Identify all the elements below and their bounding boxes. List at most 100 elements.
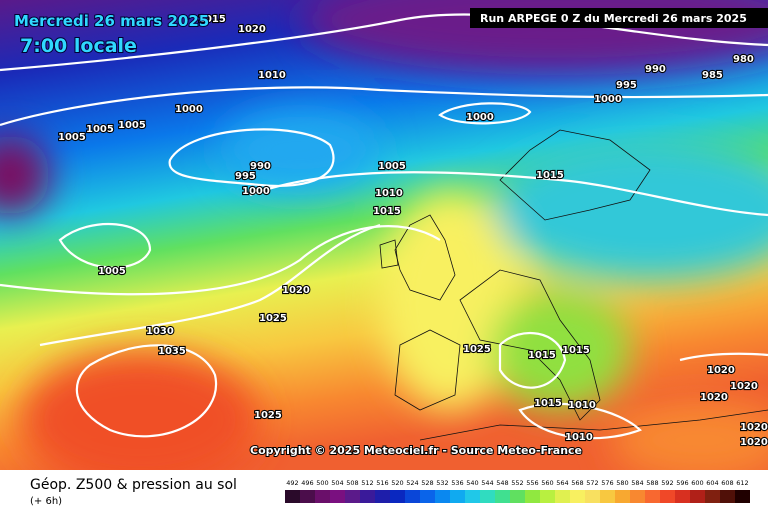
- isobar-label: 1005: [118, 120, 146, 131]
- scale-label: 552: [511, 479, 523, 487]
- scale-label: 604: [706, 479, 718, 487]
- isobar-label: 1010: [258, 70, 286, 81]
- isobar-label: 1020: [740, 437, 768, 448]
- scale-label: 536: [451, 479, 463, 487]
- scale-label: 508: [346, 479, 358, 487]
- scale-label: 612: [736, 479, 748, 487]
- scale-swatch: [675, 490, 690, 503]
- isobar-label: 1015: [562, 345, 590, 356]
- scale-swatch: [390, 490, 405, 503]
- scale-swatch: [330, 490, 345, 503]
- scale-swatch: [600, 490, 615, 503]
- scale-label: 556: [526, 479, 538, 487]
- isobar-label: 1020: [238, 24, 266, 35]
- isobar-label: 995: [616, 80, 637, 91]
- scale-swatch: [630, 490, 645, 503]
- isobar-label: 1015: [534, 398, 562, 409]
- scale-swatch: [555, 490, 570, 503]
- isobar-label: 1000: [175, 104, 203, 115]
- scale-swatch: [360, 490, 375, 503]
- scale-label: 576: [601, 479, 613, 487]
- map-time: 7:00 locale: [20, 35, 137, 57]
- isobar-label: 1000: [466, 112, 494, 123]
- isobar-label: 1025: [254, 410, 282, 421]
- isobar-label: 1015: [536, 170, 564, 181]
- isobar-label: 985: [702, 70, 723, 81]
- isobar-label: 1015: [198, 14, 226, 25]
- scale-swatch: [705, 490, 720, 503]
- isobar-label: 1015: [373, 206, 401, 217]
- isobar-label: 1035: [158, 346, 186, 357]
- scale-swatch: [420, 490, 435, 503]
- scale-label: 504: [331, 479, 343, 487]
- scale-label: 596: [676, 479, 688, 487]
- scale-swatch: [525, 490, 540, 503]
- scale-label: 560: [541, 479, 553, 487]
- color-scale: 492 496 500 504 508 512 516 520 524 528 532 536 540 5…: [285, 479, 750, 503]
- scale-swatch: [315, 490, 330, 503]
- scale-label: 564: [556, 479, 568, 487]
- scale-label: 528: [421, 479, 433, 487]
- map-date: Mercredi 26 mars 2025: [14, 12, 209, 30]
- isobar-label: 1015: [528, 350, 556, 361]
- scale-swatch: [465, 490, 480, 503]
- scale-swatch: [570, 490, 585, 503]
- scale-label: 520: [391, 479, 403, 487]
- scale-swatch: [375, 490, 390, 503]
- isobars: [0, 13, 768, 440]
- isobar-label: 990: [645, 64, 666, 75]
- scale-label: 496: [301, 479, 313, 487]
- scale-label: 544: [481, 479, 493, 487]
- scale-swatch: [405, 490, 420, 503]
- isobar-label: 1025: [259, 313, 287, 324]
- scale-swatch: [645, 490, 660, 503]
- isobar-labels: 990 995 1000 1005 1010 1015 1020 1025 1030 1035 10…: [57, 13, 768, 449]
- scale-swatch: [480, 490, 495, 503]
- isobar-label: 1020: [700, 392, 728, 403]
- scale-label: 600: [691, 479, 703, 487]
- scale-swatch: [285, 490, 300, 503]
- scale-label: 548: [496, 479, 508, 487]
- scale-swatch: [345, 490, 360, 503]
- isobar-label: 1030: [146, 326, 174, 337]
- scale-swatch: [585, 490, 600, 503]
- isobar-label: 1020: [740, 422, 768, 433]
- isobar-label: 1020: [730, 381, 758, 392]
- scale-label: 580: [616, 479, 628, 487]
- scale-label: 568: [571, 479, 583, 487]
- isobar-label: 1025: [463, 344, 491, 355]
- scale-swatch: [735, 490, 750, 503]
- scale-label: 588: [646, 479, 658, 487]
- isobar-label: 1000: [242, 186, 270, 197]
- run-info: Run ARPEGE 0 Z du Mercredi 26 mars 2025: [480, 12, 747, 25]
- isobar-label: 1020: [707, 365, 735, 376]
- scale-label: 512: [361, 479, 373, 487]
- footer-title: Géop. Z500 & pression au sol: [30, 477, 237, 493]
- scale-label: 500: [316, 479, 328, 487]
- scale-swatch: [690, 490, 705, 503]
- scale-label: 540: [466, 479, 478, 487]
- scale-label: 592: [661, 479, 673, 487]
- scale-swatch: [660, 490, 675, 503]
- scale-swatch: [615, 490, 630, 503]
- scale-swatch: [300, 490, 315, 503]
- isobar-label: 1005: [86, 124, 114, 135]
- scale-label: 608: [721, 479, 733, 487]
- scale-label: 516: [376, 479, 388, 487]
- copyright: Copyright © 2025 Meteociel.fr - Source M…: [250, 444, 582, 457]
- scale-label: 492: [286, 479, 298, 487]
- scale-label: 572: [586, 479, 598, 487]
- scale-swatch: [510, 490, 525, 503]
- scale-swatch: [495, 490, 510, 503]
- scale-swatch: [540, 490, 555, 503]
- isobar-label: 995: [235, 171, 256, 182]
- isobar-label: 980: [733, 54, 754, 65]
- scale-swatch: [435, 490, 450, 503]
- isobar-label: 1010: [375, 188, 403, 199]
- scale-label: 532: [436, 479, 448, 487]
- isobar-label: 1000: [594, 94, 622, 105]
- run-banner: [470, 8, 768, 28]
- footer-step: (+ 6h): [30, 496, 62, 507]
- isobar-label: 1005: [378, 161, 406, 172]
